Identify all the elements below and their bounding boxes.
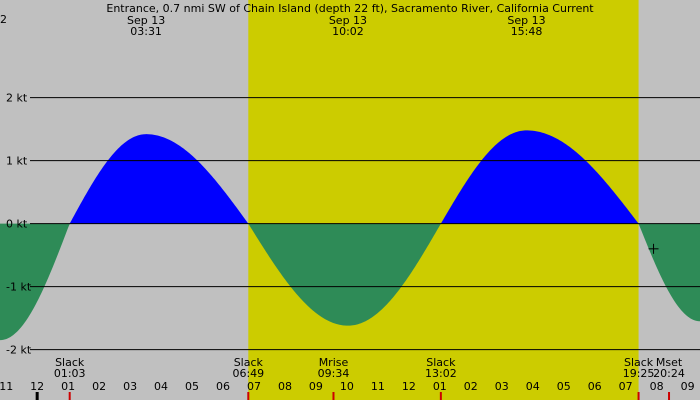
hour-tick-label: 07 [619,380,633,393]
hour-tick-label: 08 [278,380,292,393]
hour-tick-label: 07 [247,380,261,393]
y-tick-label: 0 kt [6,218,28,231]
hour-tick-label: 12 [30,380,44,393]
cursor-crosshair [648,243,659,254]
hour-tick-label: 11 [0,380,13,393]
event-label: Slack [234,356,264,369]
hour-tick-label: 05 [557,380,571,393]
event-labels: Slack01:03Slack06:49Mrise09:34Slack13:02… [54,356,685,380]
hour-tick-label: 02 [92,380,106,393]
peak-date-label: Sep 13 [127,14,165,27]
hour-tick-label: 01 [433,380,447,393]
y-tick-label: 2 kt [6,92,28,105]
hour-tick-label: 04 [154,380,168,393]
hour-tick-label: 12 [402,380,416,393]
event-label: Slack [624,356,654,369]
y-tick-label: -2 kt [6,344,32,357]
flood-current-area [0,130,700,224]
corner-label: 2 [0,13,7,26]
hour-tick-label: 11 [371,380,385,393]
peak-time-label: 10:02 [332,25,364,38]
y-tick-label: -1 kt [6,281,32,294]
peak-date-label: Sep 13 [329,14,367,27]
hour-tick-label: 10 [340,380,354,393]
event-label: Mrise [319,356,349,369]
y-tick-label: 1 kt [6,155,28,168]
event-time-label: 06:49 [232,367,264,380]
event-label: Slack [426,356,456,369]
hour-tick-label: 06 [588,380,602,393]
event-time-label: 13:02 [425,367,457,380]
event-label: Slack [55,356,85,369]
hour-tick-label: 02 [464,380,478,393]
event-time-label: 19:25 [623,367,655,380]
event-label: Mset [656,356,683,369]
hour-tick-label: 08 [650,380,664,393]
y-tick-labels: 2 kt 1 kt 0 kt -1 kt -2 kt [6,92,32,357]
hour-tick-label: 03 [123,380,137,393]
hour-tick-label: 04 [526,380,540,393]
event-time-label: 09:34 [318,367,350,380]
hour-axis: 11 12 01 02 03 04 05 06 07 08 09 10 11 12 01 02 03 04 05 06… [0,380,695,400]
event-time-label: 20:24 [653,367,685,380]
hour-tick-label: 09 [681,380,695,393]
peak-time-label: 15:48 [511,25,543,38]
peak-time-label: 03:31 [130,25,162,38]
event-time-label: 01:03 [54,367,86,380]
hour-tick-label: 06 [216,380,230,393]
hour-tick-label: 09 [309,380,323,393]
hour-tick-label: 03 [495,380,509,393]
ebb-current-area [0,223,700,341]
y-gridlines [30,97,700,351]
hour-tick-label: 05 [185,380,199,393]
peak-date-label: Sep 13 [507,14,545,27]
hour-tick-label: 01 [61,380,75,393]
chart-title: Entrance, 0.7 nmi SW of Chain Island (de… [106,2,594,15]
